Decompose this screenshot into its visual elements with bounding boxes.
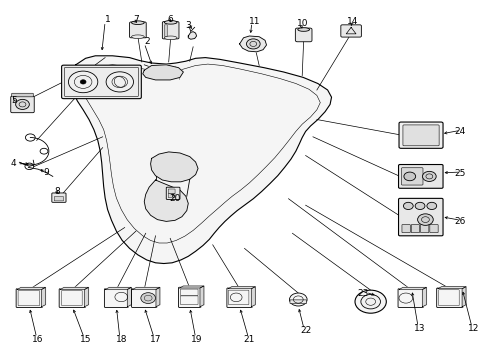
FancyBboxPatch shape [131,289,157,307]
Circle shape [246,39,260,49]
FancyBboxPatch shape [429,225,437,233]
Circle shape [422,171,435,181]
Polygon shape [41,287,45,307]
Polygon shape [17,287,45,289]
Text: 20: 20 [169,194,181,203]
Circle shape [16,99,29,109]
Polygon shape [127,287,131,307]
Polygon shape [398,287,426,289]
FancyBboxPatch shape [164,25,167,36]
Polygon shape [437,287,465,289]
FancyBboxPatch shape [16,289,42,307]
Circle shape [426,202,436,210]
FancyBboxPatch shape [398,122,442,148]
Polygon shape [144,180,188,221]
FancyBboxPatch shape [129,22,146,38]
FancyBboxPatch shape [178,287,201,307]
Polygon shape [188,32,196,39]
Circle shape [289,293,306,306]
FancyBboxPatch shape [59,289,85,307]
FancyBboxPatch shape [295,28,311,42]
Circle shape [354,290,386,313]
Text: 6: 6 [167,15,173,24]
Polygon shape [150,152,198,182]
FancyBboxPatch shape [398,198,442,236]
FancyBboxPatch shape [289,300,306,303]
Circle shape [403,202,412,210]
Polygon shape [156,287,160,307]
Text: 19: 19 [190,335,202,343]
Text: 25: 25 [453,169,465,178]
Ellipse shape [164,36,177,40]
FancyBboxPatch shape [420,225,428,233]
Polygon shape [142,65,183,80]
FancyBboxPatch shape [436,288,462,307]
Text: 8: 8 [55,187,61,196]
Circle shape [403,172,415,181]
Text: 5: 5 [11,96,17,105]
Polygon shape [461,287,465,307]
Text: 11: 11 [248,17,260,26]
Text: 1: 1 [104,15,110,24]
Text: 15: 15 [80,335,91,343]
Text: 10: 10 [297,19,308,28]
Text: 9: 9 [43,167,49,176]
Polygon shape [72,56,331,264]
Text: 2: 2 [143,37,149,46]
FancyBboxPatch shape [402,125,438,146]
Polygon shape [251,287,255,307]
Text: 13: 13 [413,324,425,333]
Polygon shape [132,287,160,289]
FancyBboxPatch shape [401,168,422,185]
FancyBboxPatch shape [54,197,63,201]
Circle shape [141,293,155,303]
Text: 7: 7 [133,15,139,24]
FancyBboxPatch shape [340,25,361,37]
FancyBboxPatch shape [61,65,141,99]
FancyBboxPatch shape [162,22,179,39]
Text: 18: 18 [115,335,127,343]
Text: 26: 26 [453,217,465,226]
FancyBboxPatch shape [12,93,33,97]
FancyBboxPatch shape [398,165,442,188]
FancyBboxPatch shape [168,193,175,198]
Polygon shape [200,286,203,307]
Text: 16: 16 [32,335,44,343]
FancyBboxPatch shape [226,288,252,307]
Polygon shape [105,287,131,289]
Text: 14: 14 [346,17,358,26]
Ellipse shape [131,21,144,24]
Text: 23: 23 [356,289,368,298]
FancyBboxPatch shape [166,187,180,199]
Text: 21: 21 [243,335,255,343]
Circle shape [414,202,424,210]
Circle shape [68,71,98,93]
Polygon shape [84,287,88,307]
FancyBboxPatch shape [397,289,423,307]
Text: 24: 24 [453,127,465,136]
Polygon shape [422,287,426,307]
Ellipse shape [164,21,177,24]
Text: 12: 12 [467,324,478,333]
Ellipse shape [131,35,144,39]
Text: 3: 3 [185,21,191,30]
Polygon shape [179,286,203,288]
Polygon shape [60,287,88,289]
Circle shape [106,72,133,92]
Circle shape [417,214,432,225]
Polygon shape [227,287,255,289]
FancyBboxPatch shape [11,96,34,113]
Circle shape [360,294,380,309]
Polygon shape [239,36,266,52]
Ellipse shape [297,28,309,31]
FancyBboxPatch shape [401,225,409,233]
Text: 4: 4 [11,159,17,168]
Circle shape [80,80,86,84]
FancyBboxPatch shape [52,193,66,202]
FancyBboxPatch shape [168,189,175,193]
FancyBboxPatch shape [410,225,419,233]
Text: 17: 17 [149,335,161,343]
Text: 22: 22 [299,326,311,335]
FancyBboxPatch shape [104,289,128,307]
